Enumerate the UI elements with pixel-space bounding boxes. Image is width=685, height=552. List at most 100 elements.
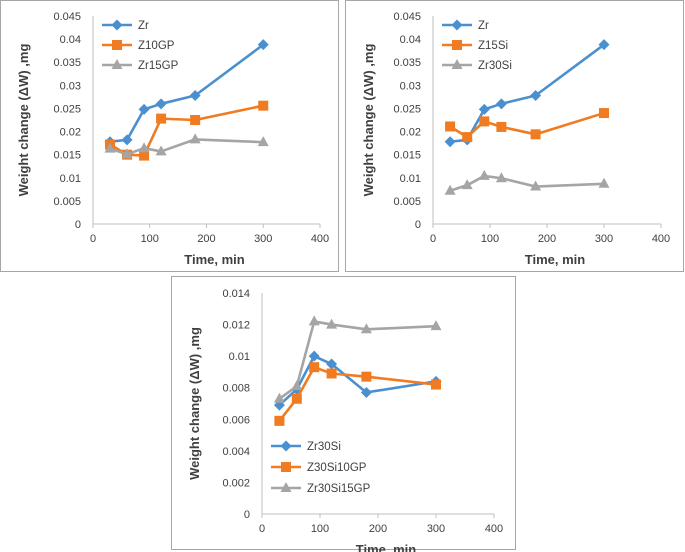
x-tick-label: 100 [311,523,329,535]
legend-marker [111,19,123,31]
data-point [445,121,456,132]
data-point [274,415,285,426]
data-point [479,116,490,127]
data-point [444,136,456,148]
data-point [121,148,133,159]
y-tick-label: 0.035 [393,57,421,69]
series-Zr15GP [104,133,269,159]
y-tick-label: 0.008 [222,383,250,395]
data-point [257,136,269,147]
y-tick-label: 0.005 [393,196,421,208]
data-point [309,362,320,373]
data-point [478,169,490,180]
legend-marker [451,59,463,69]
series-line [449,43,605,144]
data-point [139,150,150,161]
data-point [360,323,372,334]
legend-marker [280,482,292,492]
legend-label: Z15Si [478,40,508,52]
data-point [308,315,320,326]
data-point [495,172,507,183]
series-Z15Si [445,108,609,143]
data-point [273,392,285,403]
data-point [257,39,269,51]
data-point [291,393,302,404]
x-tick-label: 200 [197,233,215,245]
y-tick-label: 0.04 [400,34,421,46]
x-tick-label: 0 [430,233,436,245]
series-line [449,174,605,192]
legend-label: Z10GP [138,40,175,52]
data-point [190,115,201,125]
line-chart-2: 0 0.005 0.01 0.015 0.02 0.025 0.03 0.035 0.04 0.0… [361,11,670,267]
x-axis-label: Time, min [356,542,417,552]
data-point [291,380,303,391]
series-Z30Si10GP [274,362,441,426]
y-tick-label: 0.02 [60,127,81,139]
data-point [495,98,507,110]
data-point [496,121,507,132]
data-point [155,98,167,110]
data-point [104,142,116,153]
y-tick-label: 0.005 [53,196,81,208]
chart-panel-zr-z10gp-zr15gp: 0 0.005 0.01 0.015 0.02 0.025 0.03 0.035 0.04 0.0… [0,0,339,272]
legend-label: Z30Si10GP [307,462,367,474]
x-tick-label: 400 [652,233,670,245]
y-tick-label: 0.025 [393,103,421,115]
y-axis-label: Weight change (ΔW) ,mg [16,44,31,197]
x-tick-label: 200 [369,523,387,535]
legend-marker [280,440,292,452]
legend-marker [111,59,123,69]
chart-panel-zr30si-series: 0 0.002 0.004 0.006 0.008 0.01 0.012 0.014 0 100 2… [171,276,516,552]
x-tick-label: 300 [427,523,445,535]
data-point [599,108,609,119]
x-tick-label: 300 [595,233,613,245]
y-tick-label: 0.004 [222,446,250,458]
line-chart-3: 0 0.002 0.004 0.006 0.008 0.01 0.012 0.014 0 100 2… [187,288,503,552]
legend-label: Zr [138,20,149,32]
data-point [326,358,338,370]
x-axis-label: Time, min [184,252,245,267]
y-tick-label: 0 [244,509,250,521]
legend-label: Zr30Si15GP [307,483,371,495]
series-line [449,111,605,139]
legend-label: Zr30Si [307,441,341,453]
data-point [461,179,473,190]
x-tick-label: 400 [485,523,503,535]
data-point [598,39,610,51]
x-tick-label: 300 [254,233,272,245]
legend-marker [452,40,462,50]
data-point [530,180,542,191]
data-point [138,103,150,115]
data-point [326,318,338,329]
y-tick-label: 0.002 [222,477,250,489]
legend-marker [112,40,122,50]
data-point [598,177,610,188]
y-tick-label: 0 [415,219,421,231]
y-tick-label: 0 [75,219,81,231]
y-tick-label: 0.03 [60,80,81,92]
series-Zr30Si [444,169,610,195]
data-point [156,113,167,124]
x-tick-label: 0 [90,233,96,245]
data-point [258,100,269,111]
x-tick-label: 400 [311,233,329,245]
y-axis-label: Weight change (ΔW) ,mg [187,327,202,480]
data-point [530,129,541,140]
y-tick-label: 0.045 [53,11,81,23]
data-point [361,371,372,382]
y-tick-label: 0.035 [53,57,81,69]
data-point [308,350,320,362]
y-tick-label: 0.02 [400,127,421,139]
y-tick-label: 0.015 [393,150,421,162]
y-tick-label: 0.01 [60,173,81,185]
y-tick-label: 0.03 [400,80,421,92]
series-line [109,43,265,144]
y-tick-label: 0.015 [53,150,81,162]
data-point [462,132,473,143]
data-point [138,142,150,153]
series-Zr [444,39,610,148]
legend-marker [281,462,291,472]
data-point [189,133,201,144]
x-tick-label: 200 [538,233,556,245]
